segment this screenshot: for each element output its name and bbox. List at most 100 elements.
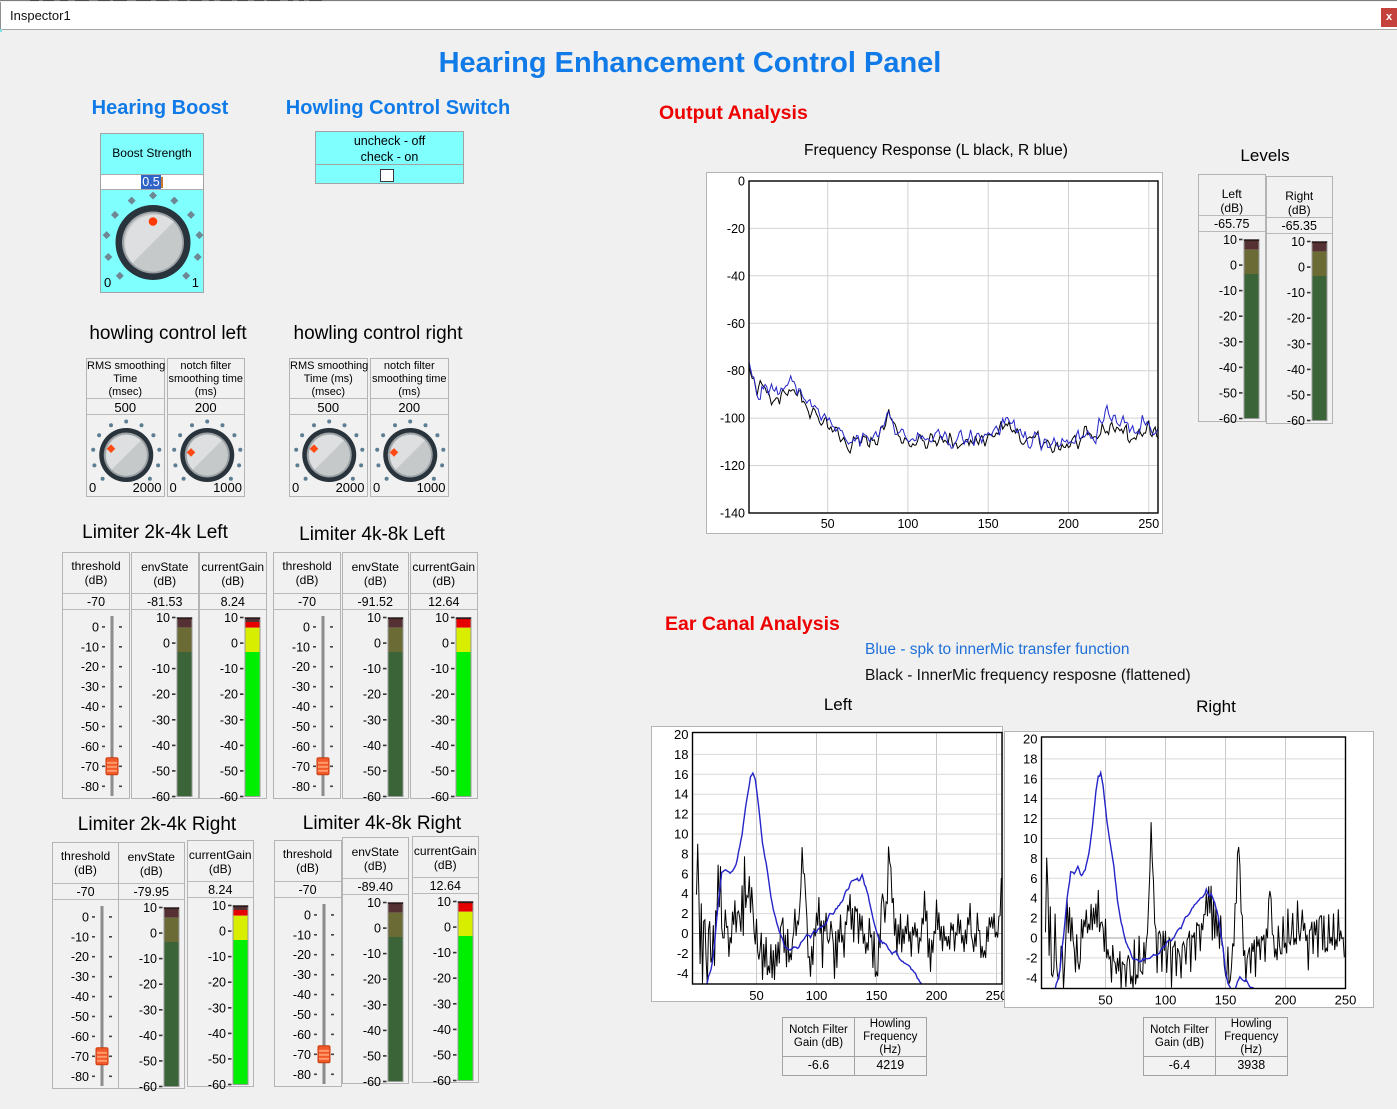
svg-text:18: 18 — [1023, 751, 1037, 766]
svg-text:250: 250 — [1334, 993, 1356, 1008]
svg-text:-30: -30 — [292, 968, 310, 982]
svg-text:-60: -60 — [152, 790, 170, 804]
svg-text:-60: -60 — [432, 1074, 450, 1088]
svg-text:100: 100 — [1154, 993, 1176, 1008]
svg-text:-50: -50 — [362, 764, 380, 778]
svg-text:-10: -10 — [362, 662, 380, 676]
svg-text:10: 10 — [1023, 831, 1037, 846]
svg-text:-70: -70 — [81, 760, 99, 774]
svg-text:-50: -50 — [1219, 386, 1237, 400]
svg-text:-30: -30 — [70, 970, 88, 984]
svg-text:-40: -40 — [1219, 361, 1237, 375]
svg-text:-20: -20 — [220, 688, 238, 702]
svg-text:-20: -20 — [70, 950, 88, 964]
svg-text:-50: -50 — [138, 1054, 156, 1068]
svg-text:-50: -50 — [207, 1052, 225, 1066]
svg-text:-40: -40 — [138, 1029, 156, 1043]
svg-text:16: 16 — [1023, 771, 1037, 786]
svg-text:-10: -10 — [292, 928, 310, 942]
svg-text:150: 150 — [1214, 993, 1236, 1008]
svg-text:-2: -2 — [1025, 950, 1037, 965]
svg-text:100: 100 — [806, 988, 828, 1003]
svg-text:14: 14 — [674, 787, 688, 802]
svg-text:-60: -60 — [362, 1075, 380, 1089]
svg-text:12: 12 — [1023, 811, 1037, 826]
svg-text:0: 0 — [231, 637, 238, 651]
svg-text:200: 200 — [926, 988, 948, 1003]
svg-text:-20: -20 — [207, 975, 225, 989]
svg-text:-140: -140 — [720, 506, 745, 520]
svg-text:-20: -20 — [362, 973, 380, 987]
svg-text:-50: -50 — [431, 764, 449, 778]
svg-text:-20: -20 — [138, 978, 156, 992]
svg-text:0: 0 — [163, 637, 170, 651]
svg-text:250: 250 — [986, 988, 1004, 1003]
svg-text:-40: -40 — [220, 739, 238, 753]
svg-text:-10: -10 — [152, 662, 170, 676]
svg-text:-30: -30 — [152, 713, 170, 727]
svg-text:-40: -40 — [292, 988, 310, 1002]
svg-text:6: 6 — [681, 866, 688, 881]
svg-text:100: 100 — [897, 517, 918, 531]
svg-text:250: 250 — [1138, 517, 1159, 531]
svg-text:-80: -80 — [292, 1068, 310, 1082]
svg-text:-30: -30 — [431, 713, 449, 727]
svg-text:-60: -60 — [362, 790, 380, 804]
svg-text:-40: -40 — [362, 1024, 380, 1038]
svg-text:-70: -70 — [70, 1050, 88, 1064]
svg-text:-60: -60 — [431, 790, 449, 804]
svg-text:50: 50 — [821, 517, 835, 531]
svg-text:0: 0 — [738, 175, 745, 189]
svg-text:200: 200 — [1274, 993, 1296, 1008]
svg-text:-10: -10 — [1219, 284, 1237, 298]
svg-text:0: 0 — [304, 908, 311, 922]
svg-text:150: 150 — [866, 988, 888, 1003]
svg-text:-40: -40 — [432, 1023, 450, 1037]
svg-text:0: 0 — [442, 637, 449, 651]
svg-text:-10: -10 — [362, 947, 380, 961]
svg-text:-20: -20 — [431, 688, 449, 702]
svg-text:10: 10 — [224, 611, 238, 625]
svg-text:-50: -50 — [81, 720, 99, 734]
svg-text:-80: -80 — [292, 780, 310, 794]
svg-text:12: 12 — [674, 807, 688, 822]
svg-text:10: 10 — [367, 896, 381, 910]
svg-text:-4: -4 — [1025, 970, 1037, 985]
svg-text:4: 4 — [1030, 891, 1037, 906]
svg-text:-10: -10 — [81, 640, 99, 654]
svg-text:-2: -2 — [677, 946, 689, 961]
svg-text:10: 10 — [212, 899, 226, 913]
svg-text:10: 10 — [156, 611, 170, 625]
svg-text:-10: -10 — [292, 640, 310, 654]
svg-text:-60: -60 — [220, 790, 238, 804]
svg-text:-30: -30 — [292, 680, 310, 694]
svg-text:-40: -40 — [152, 739, 170, 753]
svg-text:-70: -70 — [292, 1048, 310, 1062]
svg-text:0: 0 — [374, 922, 381, 936]
svg-text:-60: -60 — [727, 317, 745, 331]
svg-text:-20: -20 — [292, 660, 310, 674]
svg-text:-50: -50 — [432, 1048, 450, 1062]
svg-text:-40: -40 — [81, 700, 99, 714]
svg-text:0: 0 — [681, 926, 688, 941]
svg-text:20: 20 — [1023, 732, 1037, 747]
svg-text:-10: -10 — [432, 946, 450, 960]
svg-text:-80: -80 — [70, 1070, 88, 1084]
svg-text:-20: -20 — [362, 688, 380, 702]
svg-text:0: 0 — [219, 924, 226, 938]
svg-text:10: 10 — [674, 827, 688, 842]
svg-text:-20: -20 — [1219, 310, 1237, 324]
svg-text:-20: -20 — [727, 222, 745, 236]
svg-text:-20: -20 — [1287, 311, 1305, 325]
svg-text:0: 0 — [150, 927, 157, 941]
svg-text:-30: -30 — [207, 1001, 225, 1015]
svg-text:8: 8 — [681, 846, 688, 861]
svg-text:-30: -30 — [362, 998, 380, 1012]
svg-text:-30: -30 — [1219, 335, 1237, 349]
svg-text:-40: -40 — [727, 269, 745, 283]
svg-text:2: 2 — [1030, 911, 1037, 926]
svg-text:-40: -40 — [431, 739, 449, 753]
svg-text:-50: -50 — [292, 720, 310, 734]
svg-text:20: 20 — [674, 727, 688, 742]
svg-text:16: 16 — [674, 767, 688, 782]
